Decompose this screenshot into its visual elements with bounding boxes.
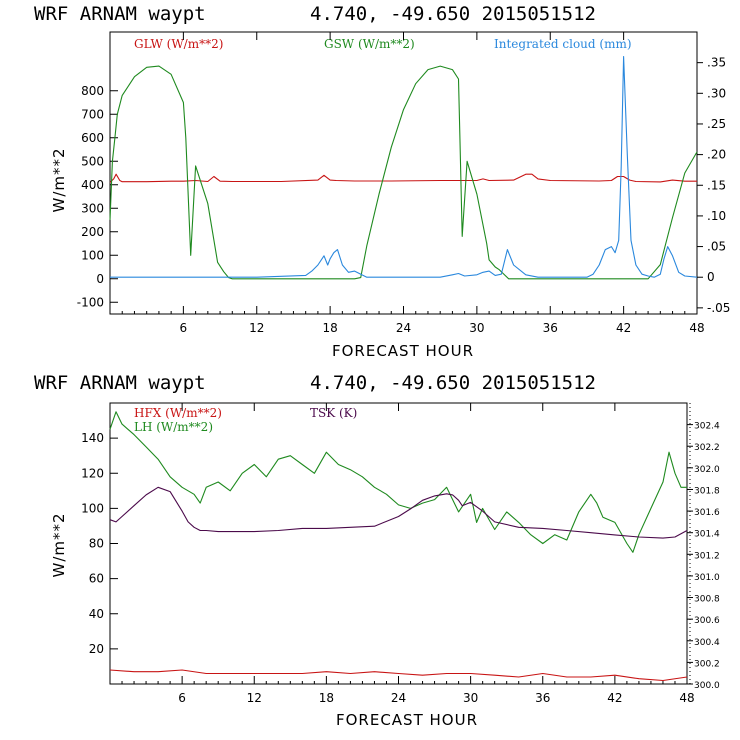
y2-tick-label: 302.0 [694, 465, 720, 475]
x-tick-label: 6 [180, 321, 188, 335]
y2-tick-label: 300.4 [694, 638, 720, 648]
legend-gsw: GSW (W/m**2) [324, 37, 415, 51]
chart2-plot-frame [109, 402, 688, 685]
y2-tick-label: 301.8 [694, 486, 720, 496]
y2-tick-label: 301.6 [694, 508, 720, 518]
y-tick-label: 60 [89, 572, 104, 586]
x-tick-label: 24 [396, 321, 411, 335]
x-tick-label: 24 [391, 691, 406, 705]
chart1-y2-ticks: -.05 0 .05 .10 .15 .20 .25 .30 .35 [697, 56, 730, 315]
y2-tick-label: 300.0 [694, 681, 720, 691]
y2-tick-label: 0 [707, 270, 715, 284]
series-line-integrated [110, 55, 698, 278]
x-tick-label: 36 [535, 691, 550, 705]
chart2-y2-ticks: 300.0 300.2 300.4 300.6 300.8 301.0 301.2 301.4… [687, 403, 720, 691]
y-tick-label: -100 [77, 295, 104, 309]
y-tick-label: 300 [81, 201, 104, 215]
legend-glw: GLW (W/m**2) [134, 37, 223, 51]
chart2-series [109, 411, 688, 682]
y2-tick-label: .30 [707, 86, 726, 100]
y2-tick-label: 301.4 [694, 530, 720, 540]
series-line-glw [109, 173, 697, 183]
x-tick-label: 6 [178, 691, 186, 705]
y-tick-label: 500 [81, 154, 104, 168]
chart2-y-ticks: 20 40 60 80 100 120 140 [81, 431, 118, 656]
x-tick-label: 42 [607, 691, 622, 705]
y-tick-label: 800 [81, 84, 104, 98]
chart2-xlabel: FORECAST HOUR [336, 711, 478, 729]
y-tick-label: 140 [81, 431, 104, 445]
y2-tick-label: 300.8 [694, 595, 720, 605]
x-tick-label: 42 [616, 321, 631, 335]
series-line-tsk [109, 486, 688, 539]
chart1-title-right: 4.740, -49.650 2015051512 [310, 3, 596, 25]
y2-tick-label: .15 [707, 178, 726, 192]
y-tick-label: 700 [81, 107, 104, 121]
y2-tick-label: 300.2 [694, 659, 720, 669]
y2-tick-label: .05 [707, 240, 726, 254]
chart1-y-ticks: -100 0 100 200 300 400 500 600 700 800 [77, 84, 118, 309]
y-tick-label: 40 [89, 607, 104, 621]
chart2-ylabel: W/m**2 [50, 512, 68, 577]
chart2-title-left: WRF ARNAM waypt [34, 372, 206, 394]
x-tick-label: 12 [247, 691, 262, 705]
x-tick-label: 48 [689, 321, 704, 335]
x-tick-label: 12 [249, 321, 264, 335]
y2-tick-label: 301.0 [694, 573, 720, 583]
y2-tick-label: 301.2 [694, 551, 720, 561]
y2-tick-label: 300.6 [694, 616, 720, 626]
y2-tick-label: 302.2 [694, 443, 720, 453]
legend-cloud: Integrated cloud (mm) [494, 37, 632, 51]
y-tick-label: 100 [81, 248, 104, 262]
y2-tick-label: .35 [707, 56, 726, 70]
chart1-series [109, 55, 698, 280]
legend-lh: LH (W/m**2) [134, 420, 213, 434]
series-line-gsw [109, 65, 698, 280]
x-tick-label: 30 [463, 691, 478, 705]
y-tick-label: 400 [81, 178, 104, 192]
legend-tsk: TSK (K) [310, 406, 357, 420]
y-tick-label: 600 [81, 131, 104, 145]
y2-tick-label: .10 [707, 209, 726, 223]
chart-surface-flux: WRF ARNAM waypt 4.740, -49.650 201505151… [34, 372, 720, 729]
series-line-hfx [109, 669, 688, 682]
x-tick-label: 18 [319, 691, 334, 705]
x-tick-label: 30 [469, 321, 484, 335]
y2-tick-label: -.05 [707, 301, 730, 315]
y2-tick-label: .20 [707, 148, 726, 162]
legend-hfx: HFX (W/m**2) [134, 406, 222, 420]
chart1-x-ticks: 6 12 18 24 30 36 42 48 [121, 32, 705, 335]
y-tick-label: 100 [81, 501, 104, 515]
x-tick-label: 48 [679, 691, 694, 705]
y-tick-label: 20 [89, 642, 104, 656]
series-line-lh [109, 411, 687, 553]
x-tick-label: 18 [322, 321, 337, 335]
y2-tick-label: .25 [707, 117, 726, 131]
y-tick-label: 0 [96, 272, 104, 286]
y-tick-label: 80 [89, 537, 104, 551]
chart1-ylabel: W/m**2 [50, 147, 68, 212]
x-tick-label: 36 [543, 321, 558, 335]
chart-radiation: WRF ARNAM waypt 4.740, -49.650 201505151… [34, 3, 730, 360]
chart1-title-left: WRF ARNAM waypt [34, 3, 206, 25]
chart2-x-ticks: 6 12 18 24 30 36 42 48 [121, 403, 695, 705]
chart2-title-right: 4.740, -49.650 2015051512 [310, 372, 596, 394]
y-tick-label: 200 [81, 225, 104, 239]
y2-tick-label: 302.4 [694, 422, 720, 432]
y-tick-label: 120 [81, 466, 104, 480]
chart1-xlabel: FORECAST HOUR [332, 342, 474, 360]
